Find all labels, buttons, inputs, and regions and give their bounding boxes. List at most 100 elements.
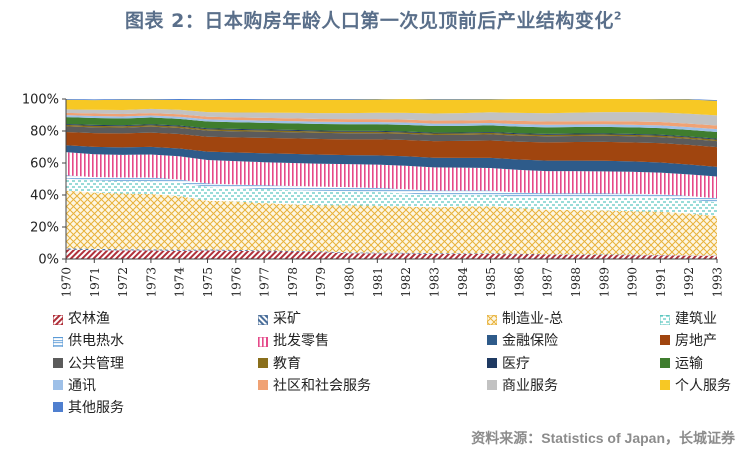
chart-title: 图表 2：日本购房年龄人口第一次见顶前后产业结构变化2 — [0, 6, 747, 33]
legend-item: 社区和社会服务 — [258, 375, 371, 395]
y-tick-label: 100% — [22, 93, 59, 108]
legend-swatch — [258, 379, 268, 390]
x-tick-label: 1982 — [399, 267, 413, 298]
x-tick-label: 1977 — [258, 267, 272, 298]
legend-label: 建筑业 — [675, 311, 717, 327]
area-layers — [66, 99, 717, 259]
area-series-4 — [66, 178, 717, 217]
legend-swatch — [257, 313, 269, 326]
x-tick-label: 1979 — [314, 267, 328, 298]
area-series-6 — [66, 152, 717, 199]
x-tick-label: 1973 — [144, 267, 158, 298]
legend-item: 金融保险 — [487, 330, 558, 350]
chart-title-text: 图表 2：日本购房年龄人口第一次见顶前后产业结构变化 — [125, 10, 614, 32]
legend-swatch — [487, 379, 497, 390]
legend-item: 采矿 — [257, 308, 301, 328]
legend-label: 商业服务 — [502, 377, 558, 394]
y-tick-label: 40% — [30, 189, 59, 204]
x-tick-label: 1986 — [512, 267, 526, 298]
y-tick-label: 0% — [38, 253, 59, 268]
area-series-5 — [66, 175, 717, 203]
x-tick-label: 1993 — [711, 267, 725, 298]
legend-item: 医疗 — [487, 353, 530, 373]
legend-swatch — [53, 379, 63, 390]
stacked-area-chart: 0% 20% 40% 60% 80% 100% 1970 1971 1972 1973 1974 19… — [22, 93, 725, 298]
x-tick-label: 1976 — [229, 267, 243, 298]
legend-item: 通讯 — [53, 375, 96, 395]
legend-item: 批发零售 — [257, 330, 329, 350]
x-tick-label: 1980 — [343, 267, 357, 298]
legend-item: 教育 — [258, 353, 301, 373]
legend-label: 农林渔 — [68, 311, 110, 327]
legend-swatch — [52, 335, 64, 348]
area-series-10 — [66, 124, 717, 142]
axes: 0% 20% 40% 60% 80% 100% 1970 1971 1972 1973 1974 19… — [22, 93, 725, 298]
y-tick-label: 60% — [30, 157, 59, 172]
legend-label: 运输 — [675, 355, 703, 372]
area-series-17 — [66, 99, 717, 101]
x-tick-label: 1974 — [173, 267, 187, 298]
source-note: 资料来源：Statistics of Japan，长城证券 — [471, 430, 735, 446]
legend-label: 供电热水 — [68, 333, 124, 350]
legend-swatch — [659, 313, 671, 326]
legend-swatch — [53, 357, 63, 368]
area-series-12 — [66, 117, 717, 139]
area-series-16 — [66, 99, 717, 116]
area-series-2 — [66, 248, 717, 256]
legend-item: 商业服务 — [487, 375, 558, 395]
legend-swatch — [487, 357, 497, 368]
x-tick-label: 1988 — [569, 267, 583, 298]
legend-swatch — [486, 313, 498, 326]
legend-swatch — [660, 379, 670, 390]
legend-label: 制造业-总 — [502, 311, 564, 327]
x-tick-label: 1984 — [456, 267, 470, 298]
legend-label: 社区和社会服务 — [273, 377, 371, 394]
legend-item: 房地产 — [660, 330, 717, 350]
legend-swatch — [487, 335, 497, 346]
chart-title-superscript: 2 — [613, 9, 622, 23]
x-tick-label: 1972 — [116, 267, 130, 298]
x-tick-label: 1991 — [654, 267, 668, 298]
x-tick-label: 1992 — [682, 267, 696, 298]
legend-label: 通讯 — [68, 377, 96, 394]
legend-item: 建筑业 — [659, 308, 717, 328]
x-tick-label: 1990 — [626, 267, 640, 298]
x-tick-label: 1978 — [286, 267, 300, 298]
area-series-3 — [66, 190, 717, 256]
legend-item: 制造业-总 — [486, 308, 564, 328]
area-series-15 — [66, 108, 717, 126]
area-series-1 — [66, 249, 717, 259]
legend-label: 个人服务 — [675, 377, 731, 394]
legend-swatch — [258, 357, 268, 368]
legend-item: 其他服务 — [53, 397, 124, 417]
legend-item: 农林渔 — [52, 308, 110, 328]
legend-label: 金融保险 — [502, 333, 558, 350]
y-tick-label: 20% — [30, 221, 59, 236]
legend-label: 房地产 — [675, 333, 717, 350]
area-series-14 — [66, 112, 717, 130]
area-series-9 — [66, 126, 717, 148]
legend-swatch — [257, 335, 269, 348]
legend-label: 采矿 — [273, 311, 301, 327]
x-tick-label: 1971 — [88, 267, 102, 298]
x-tick-label: 1983 — [427, 267, 441, 298]
legend-swatch — [660, 335, 670, 346]
legend-label: 教育 — [273, 355, 301, 372]
area-series-13 — [66, 115, 717, 132]
x-tick-label: 1985 — [484, 267, 498, 298]
x-tick-label: 1981 — [371, 267, 385, 298]
area-series-7 — [66, 145, 717, 177]
x-tick-label: 1987 — [541, 267, 555, 298]
legend-label: 公共管理 — [68, 355, 124, 372]
legend-swatch — [660, 357, 670, 368]
area-series-8 — [66, 131, 717, 167]
legend-item: 个人服务 — [660, 375, 731, 395]
legend-label: 其他服务 — [68, 400, 124, 417]
legend-item: 公共管理 — [53, 353, 124, 373]
x-tick-label: 1970 — [60, 267, 74, 298]
legend-label: 医疗 — [502, 355, 530, 372]
x-tick-label: 1989 — [597, 267, 611, 298]
x-tick-label: 1975 — [201, 267, 215, 298]
legend-item: 供电热水 — [52, 330, 124, 350]
legend-swatch — [53, 402, 63, 413]
